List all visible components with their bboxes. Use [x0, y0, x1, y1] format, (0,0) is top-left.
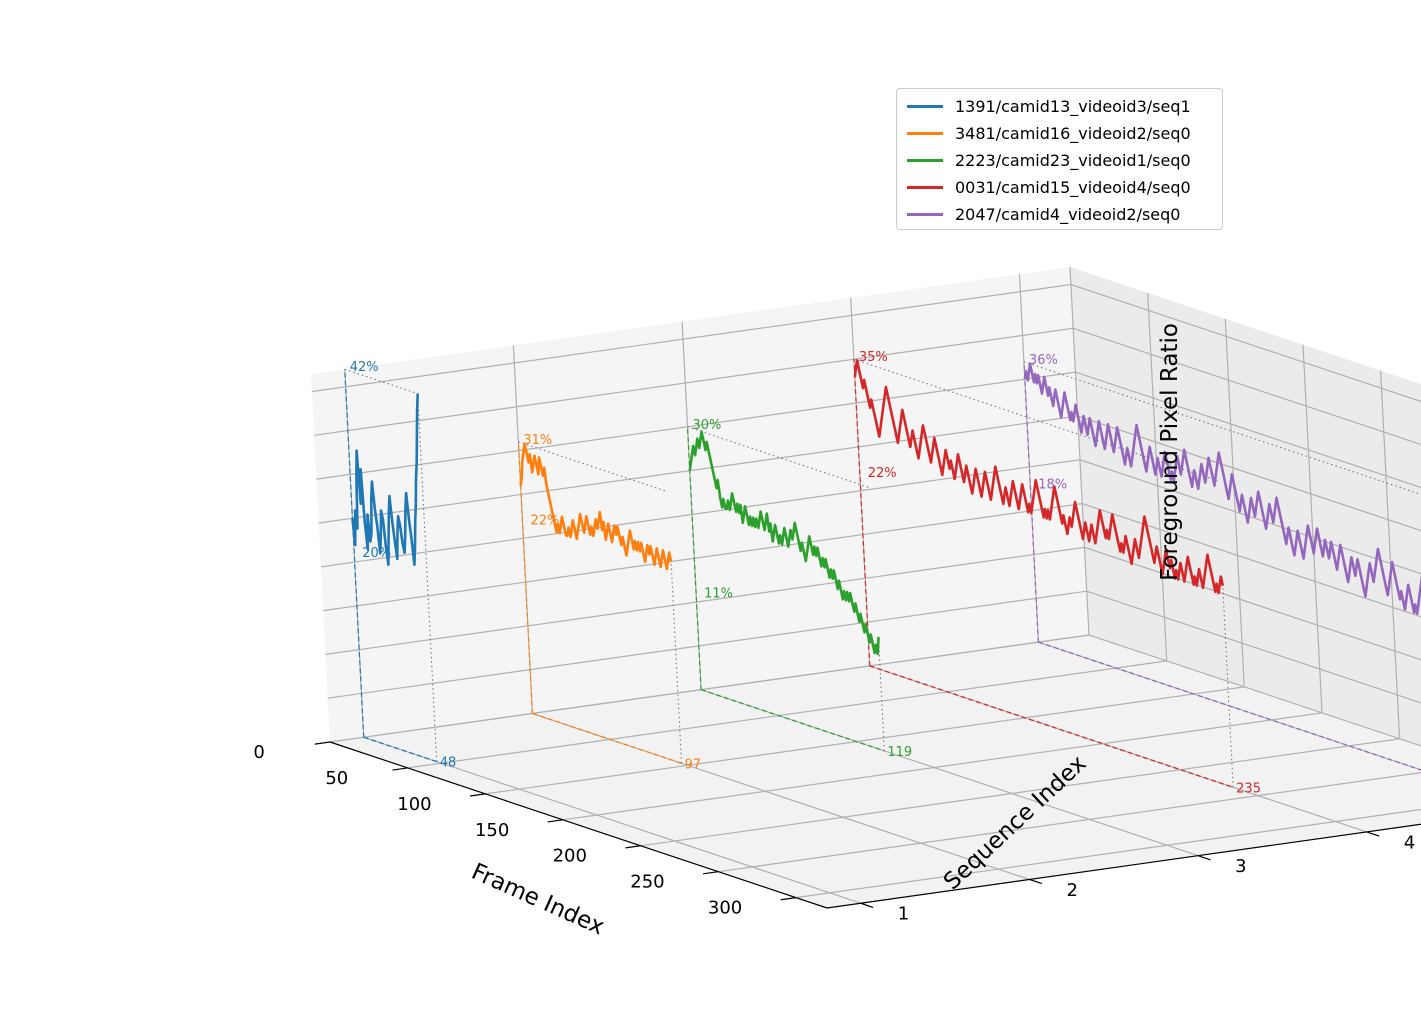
- legend-swatch: [907, 132, 943, 135]
- z-axis-label: Foreground Pixel Ratio: [1157, 323, 1183, 581]
- length-label: 119: [887, 745, 912, 760]
- max-level-guide: [344, 368, 418, 395]
- legend-swatch: [907, 186, 943, 189]
- grid-line-z: [329, 634, 1421, 747]
- grid-line-z: [314, 327, 1421, 446]
- series-line: [351, 393, 419, 567]
- y-tick-label: 3: [1235, 856, 1246, 877]
- min-label: 18%: [1038, 477, 1067, 492]
- legend: 1391/camid13_videoid3/seq1 3481/camid16_v…: [896, 88, 1223, 230]
- max-label: 42%: [350, 360, 379, 375]
- y-tick-label: 1: [898, 904, 909, 925]
- series-line: [688, 430, 880, 656]
- max-label: 30%: [692, 418, 721, 433]
- max-guide: [686, 426, 702, 690]
- length-label: 235: [1236, 781, 1261, 796]
- series-line: [1023, 362, 1421, 616]
- y-tick-label: 2: [1066, 880, 1077, 901]
- legend-label: 0031/camid15_videoid4/seq0: [955, 178, 1191, 197]
- grid-line-z: [327, 590, 1421, 704]
- x-axis-label: Frame Index: [468, 859, 609, 941]
- x-tick-label: 150: [475, 820, 509, 841]
- max-label: 35%: [859, 350, 888, 365]
- max-guide: [853, 359, 871, 666]
- max-level-guide: [518, 441, 668, 493]
- legend-item: 3481/camid16_videoid2/seq0: [903, 120, 1222, 147]
- side-pane: [311, 267, 1089, 742]
- length-guide: [700, 689, 885, 752]
- y-axis-line: [826, 823, 1421, 909]
- x-tick-label: 50: [325, 768, 348, 789]
- grid-line-z: [316, 371, 1421, 489]
- legend-swatch: [907, 159, 943, 162]
- x-tick-label: 300: [708, 898, 742, 919]
- legend-swatch: [907, 213, 943, 216]
- min-label: 20%: [362, 546, 391, 561]
- y-tick: [1029, 878, 1043, 885]
- x-axis-line: [329, 741, 828, 909]
- legend-label: 2223/camid23_videoid1/seq0: [955, 151, 1191, 170]
- x-tick-label: 100: [397, 794, 431, 815]
- axes: 050100150200250300123450%5%10%15%20%25%3…: [253, 741, 1421, 925]
- max-guide: [517, 441, 533, 714]
- series-line: [853, 358, 1225, 595]
- y-tick: [1366, 831, 1380, 837]
- y-tick: [1197, 855, 1211, 861]
- legend-item: 2223/camid23_videoid1/seq0: [903, 147, 1222, 174]
- x-tick-label: 0: [253, 742, 264, 763]
- x-tick: [780, 897, 797, 901]
- series-lines: [351, 358, 1421, 656]
- legend-label: 2047/camid4_videoid2/seq0: [955, 205, 1181, 224]
- annotations: 42% 20% 48 31% 22% 97 30% 11% 119 35% 22% 235 36% 18%…: [350, 350, 1261, 796]
- grid-line-x: [795, 808, 1421, 899]
- legend-label: 3481/camid16_videoid2/seq0: [955, 124, 1191, 143]
- grid-line-z: [325, 546, 1421, 661]
- legend-label: 1391/camid13_videoid3/seq1: [955, 97, 1191, 116]
- length-guide: [532, 712, 682, 764]
- x-tick: [392, 767, 408, 771]
- max-label: 36%: [1029, 353, 1058, 368]
- x-tick-label: 200: [553, 846, 587, 867]
- min-label: 22%: [530, 514, 559, 529]
- x-tick: [470, 793, 486, 797]
- min-label: 11%: [704, 586, 733, 601]
- series-line: [519, 442, 673, 571]
- end-guide: [877, 636, 885, 751]
- length-guide: [363, 736, 437, 763]
- x-tick-label: 250: [630, 872, 664, 893]
- max-level-guide: [687, 426, 871, 489]
- end-guide: [417, 393, 438, 762]
- length-label: 97: [685, 757, 702, 772]
- max-label: 31%: [523, 433, 552, 448]
- y-tick: [860, 902, 874, 908]
- legend-item: 2047/camid4_videoid2/seq0: [903, 201, 1222, 228]
- grid-line-z: [311, 283, 1421, 403]
- floor-pane: [330, 635, 1421, 908]
- length-guide: [1038, 641, 1421, 771]
- max-guide: [1023, 361, 1039, 643]
- y-tick-label: 4: [1404, 832, 1415, 853]
- grid-line-x: [718, 772, 1421, 873]
- legend-item: 1391/camid13_videoid3/seq1: [903, 93, 1222, 120]
- x-tick: [314, 741, 331, 745]
- x-tick: [625, 845, 641, 849]
- max-guide: [344, 369, 365, 738]
- x-tick: [703, 871, 719, 875]
- length-label: 48: [440, 756, 457, 771]
- guide-lines: [344, 358, 1421, 788]
- legend-item: 0031/camid15_videoid4/seq0: [903, 174, 1222, 201]
- min-label: 22%: [868, 466, 897, 481]
- x-tick: [547, 819, 564, 823]
- max-level-guide: [853, 358, 1218, 482]
- grid-line-z: [323, 502, 1421, 618]
- legend-swatch: [907, 105, 943, 108]
